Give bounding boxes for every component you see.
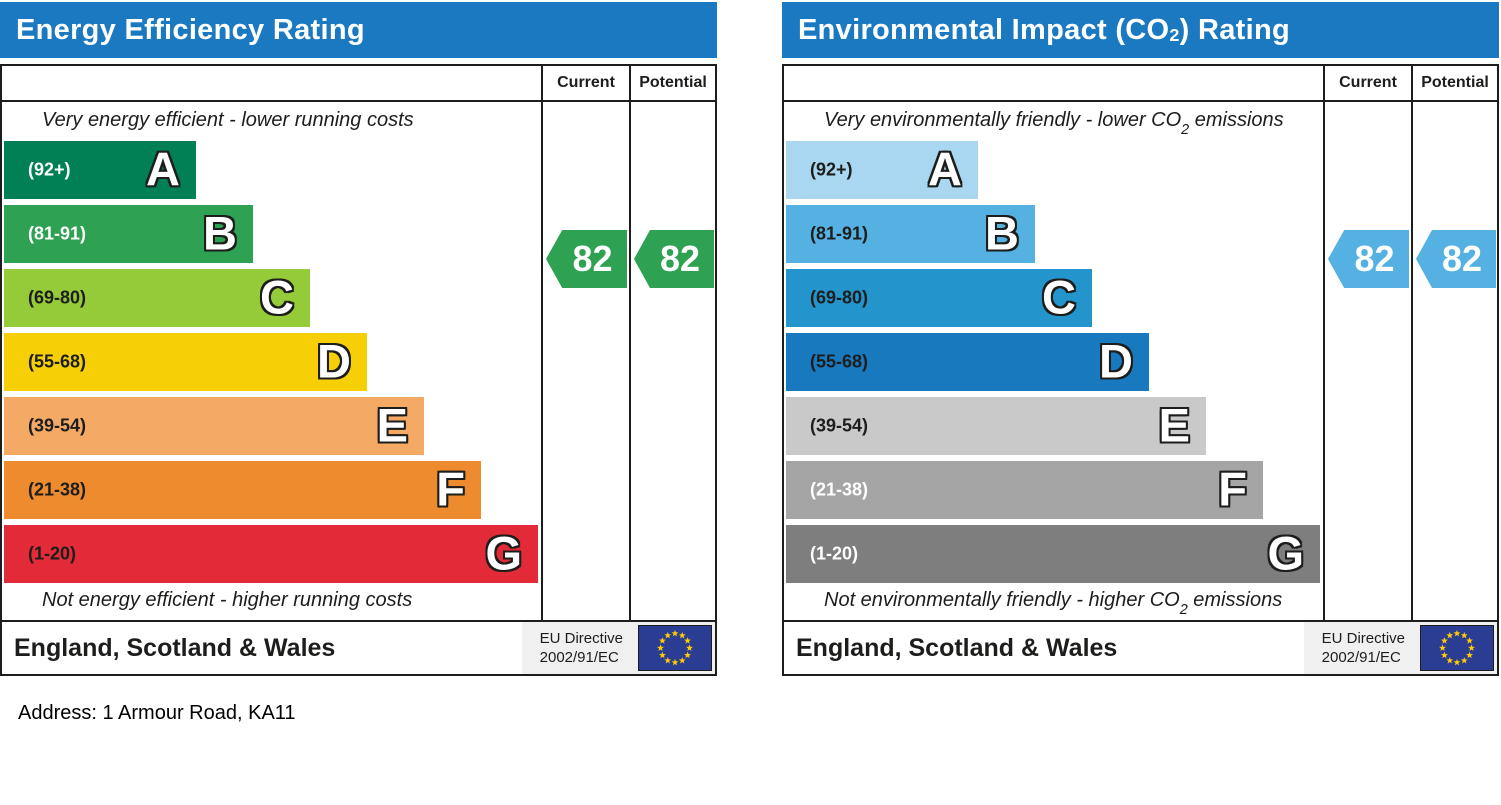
table-header: Current Potential [784, 66, 1497, 102]
potential-rating-arrow: 82 [1416, 230, 1496, 288]
band-d-range-label: (55-68) [810, 351, 869, 372]
band-c-bar: (69-80) C [4, 269, 310, 327]
band-e-bar: (39-54) E [4, 397, 424, 455]
panel-title-text: Environmental Impact (CO [798, 13, 1170, 46]
column-divider [629, 66, 631, 620]
current-rating-arrow: 82 [1328, 230, 1409, 288]
band-b-bar: (81-91) B [786, 205, 1035, 263]
band-e-bar: (39-54) E [786, 397, 1206, 455]
band-d-letter: D [1099, 334, 1133, 388]
potential-rating-arrow: 82 [634, 230, 714, 288]
current-rating-value: 82 [1354, 238, 1395, 279]
column-divider [1323, 66, 1325, 620]
band-a-bar: (92+) A [786, 141, 978, 199]
energy-efficiency-table: Current Potential Very energy efficient … [0, 64, 717, 676]
band-g-range-label: (1-20) [28, 543, 77, 564]
current-column-header: Current [557, 74, 615, 91]
band-a-bar: (92+) A [4, 141, 196, 199]
band-b-letter: B [203, 206, 237, 260]
band-f-bar: (21-38) F [786, 461, 1263, 519]
band-b-bar: (81-91) B [4, 205, 253, 263]
co2-subscript: 2 [1181, 122, 1190, 139]
potential-rating-value: 82 [1441, 238, 1483, 279]
potential-column-header: Potential [1421, 74, 1489, 91]
eu-directive-label: EU Directive 2002/91/EC [1321, 630, 1405, 666]
column-divider [541, 66, 543, 620]
band-d-letter: D [317, 334, 351, 388]
band-a-range-label: (92+) [28, 159, 71, 180]
top-caption: Very environmentally friendly - lower CO… [824, 109, 1284, 139]
band-d-bar: (55-68) D [4, 333, 367, 391]
band-g-range-label: (1-20) [810, 543, 859, 564]
band-c-letter: C [1042, 270, 1076, 324]
region-label: England, Scotland & Wales [796, 634, 1118, 662]
band-c-range-label: (69-80) [810, 287, 869, 308]
band-e-range-label: (39-54) [28, 415, 87, 436]
potential-rating-value: 82 [659, 238, 701, 279]
band-f-range-label: (21-38) [810, 479, 869, 500]
band-g-bar: (1-20) G [4, 525, 538, 583]
rating-scale: Very environmentally friendly - lower CO… [784, 102, 1497, 620]
environmental-impact-title: Environmental Impact (CO 2) Rating [782, 2, 1499, 58]
column-divider [1411, 66, 1413, 620]
region-label: England, Scotland & Wales [14, 634, 336, 662]
band-g-letter: G [485, 526, 522, 580]
energy-efficiency-title: Energy Efficiency Rating [0, 2, 717, 58]
band-d-bar: (55-68) D [786, 333, 1149, 391]
co2-subscript: 2 [1179, 602, 1188, 619]
band-b-range-label: (81-91) [28, 223, 87, 244]
eu-flag-icon [1420, 625, 1494, 671]
band-e-letter: E [1158, 398, 1190, 452]
energy-efficiency-panel: Energy Efficiency Rating Current Potenti… [0, 2, 717, 676]
band-b-letter: B [985, 206, 1019, 260]
band-f-letter: F [436, 462, 465, 516]
bottom-caption: Not energy efficient - higher running co… [42, 589, 413, 611]
band-f-bar: (21-38) F [4, 461, 481, 519]
band-f-letter: F [1218, 462, 1247, 516]
band-a-letter: A [928, 142, 962, 196]
current-rating-value: 82 [572, 238, 613, 279]
current-column-header: Current [1339, 74, 1397, 91]
band-c-range-label: (69-80) [28, 287, 87, 308]
eu-flag-icon [638, 625, 712, 671]
eu-directive-label: EU Directive 2002/91/EC [539, 630, 623, 666]
property-address: Address: 1 Armour Road, KA11 [18, 702, 296, 724]
band-a-letter: A [146, 142, 180, 196]
potential-column-header: Potential [639, 74, 707, 91]
band-d-range-label: (55-68) [28, 351, 87, 372]
table-footer: England, Scotland & Wales EU Directive 2… [784, 620, 1497, 674]
band-a-range-label: (92+) [810, 159, 853, 180]
band-g-bar: (1-20) G [786, 525, 1320, 583]
table-header: Current Potential [2, 66, 715, 102]
top-caption: Very energy efficient - lower running co… [42, 109, 414, 131]
band-e-letter: E [376, 398, 408, 452]
band-f-range-label: (21-38) [28, 479, 87, 500]
table-footer: England, Scotland & Wales EU Directive 2… [2, 620, 715, 674]
rating-scale: Very energy efficient - lower running co… [2, 102, 715, 620]
panel-title-text: Energy Efficiency Rating [16, 13, 365, 46]
band-c-bar: (69-80) C [786, 269, 1092, 327]
band-e-range-label: (39-54) [810, 415, 869, 436]
environmental-impact-table: Current Potential Very environmentally f… [782, 64, 1499, 676]
bottom-caption: Not environmentally friendly - higher CO… [824, 589, 1283, 619]
current-rating-arrow: 82 [546, 230, 627, 288]
band-b-range-label: (81-91) [810, 223, 869, 244]
band-g-letter: G [1267, 526, 1304, 580]
panel-title-text: ) Rating [1179, 13, 1291, 46]
band-c-letter: C [260, 270, 294, 324]
environmental-impact-panel: Environmental Impact (CO 2) Rating Curren… [782, 2, 1499, 676]
